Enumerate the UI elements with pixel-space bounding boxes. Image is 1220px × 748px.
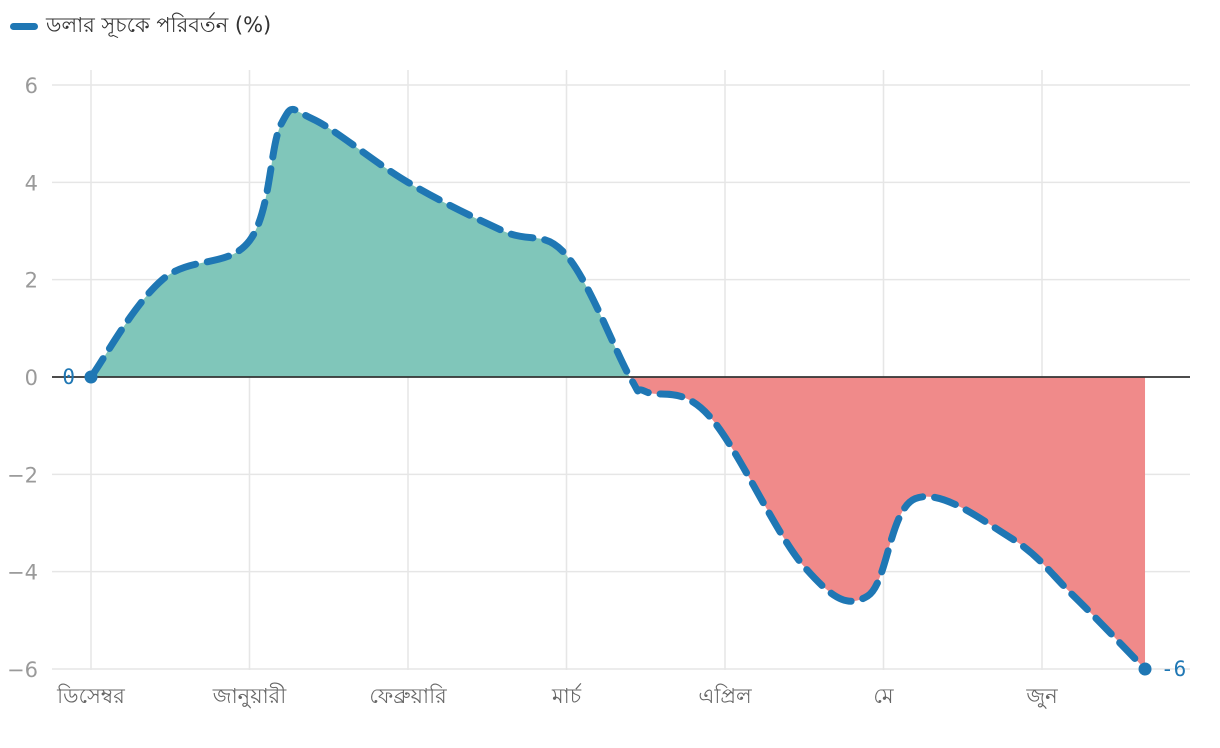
series-line [87, 105, 1149, 673]
x-tick-label: মে [873, 684, 894, 708]
y-tick-label: 2 [25, 269, 38, 293]
x-tick-label: ফেব্রুয়ারি [369, 684, 447, 708]
x-tick-label: ডিসেম্বর [56, 684, 125, 708]
end-marker [1138, 662, 1152, 676]
y-tick-label: −2 [7, 463, 38, 487]
negative-area [91, 377, 1146, 669]
y-tick-label: −6 [7, 658, 38, 682]
end-value-label: -6 [1161, 657, 1186, 681]
legend-label: ডলার সূচকে পরিবর্তন (%) [46, 12, 272, 37]
positive-area [91, 109, 1146, 377]
y-tick-label: −4 [7, 561, 38, 585]
labels: ডিসেম্বর জানুয়ারী ফেব্রুয়ারি মার্চ এপ্রিল ম… [7, 74, 1186, 709]
x-tick-label: এপ্রিল [698, 684, 752, 708]
legend: ডলার সূচকে পরিবর্তন (%) [10, 8, 271, 44]
x-tick-label: জুন [1025, 684, 1058, 709]
y-tick-label: 0 [25, 366, 38, 390]
y-tick-label: 6 [25, 74, 38, 98]
start-value-label: 0 [62, 365, 75, 389]
y-tick-label: 4 [25, 171, 38, 195]
series-line-group [84, 105, 1152, 676]
x-tick-label: জানুয়ারী [212, 683, 287, 708]
start-marker [84, 370, 98, 384]
x-tick-label: মার্চ [551, 683, 582, 708]
legend-swatch [10, 22, 38, 30]
area-fills [91, 109, 1146, 669]
